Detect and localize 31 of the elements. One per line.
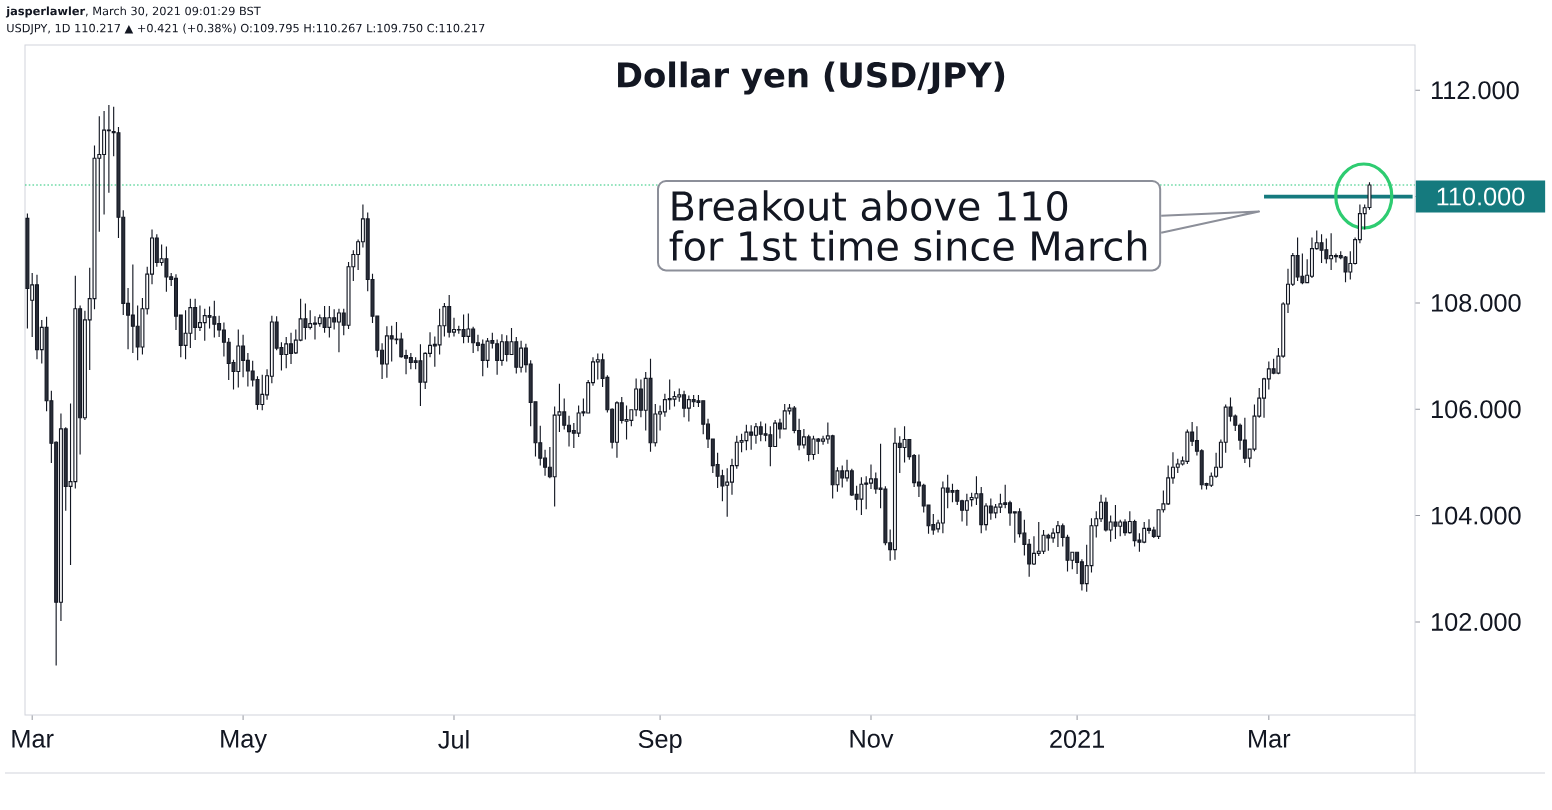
annotation: Breakout above 110 xyxy=(672,190,1068,222)
candlestick xyxy=(964,493,969,527)
candlestick xyxy=(303,302,308,341)
chart-title: Dollar yen (USD/JPY) xyxy=(618,61,1005,95)
text: USDJPY, 1D 110.217 ▲ +0.421 (+0.38%) O:109.795 H:110.267 L:109.750 C:110.217 xyxy=(7,23,485,35)
candlestick xyxy=(1343,255,1348,283)
y-tick-label: 104.000 xyxy=(1431,506,1521,525)
y-tick-label: 112.000 xyxy=(1431,81,1519,100)
x-tick-label: May xyxy=(221,730,267,753)
candlestick xyxy=(322,305,327,334)
y-tick-label: 106.000 xyxy=(1431,400,1521,419)
candlestick xyxy=(1295,236,1300,282)
x-tick-label: Mar xyxy=(1249,730,1291,748)
candlestick xyxy=(461,314,466,344)
candlestick xyxy=(811,435,816,461)
x-tick-label: Mar xyxy=(12,730,54,748)
candlestick xyxy=(1319,233,1324,264)
candlestick xyxy=(1113,504,1118,540)
y-tick-label: 102.000 xyxy=(1431,612,1521,631)
x-tick-label: Nov xyxy=(850,730,894,748)
text: jasperlawler, March 30, 2021 09:01:29 BST xyxy=(5,6,261,18)
y-tick-label: 108.000 xyxy=(1431,293,1521,312)
candlestick xyxy=(859,476,864,516)
candlestick xyxy=(648,358,653,453)
x-tick-label: 2021 xyxy=(1050,730,1105,748)
annotation: for 1st time since March xyxy=(669,230,1147,262)
x-tick-label: Jul xyxy=(438,730,469,749)
x-tick-label: Sep xyxy=(638,730,682,753)
candlestick xyxy=(418,343,423,407)
candlestick xyxy=(164,245,169,293)
text: 110.000 xyxy=(1437,187,1525,206)
